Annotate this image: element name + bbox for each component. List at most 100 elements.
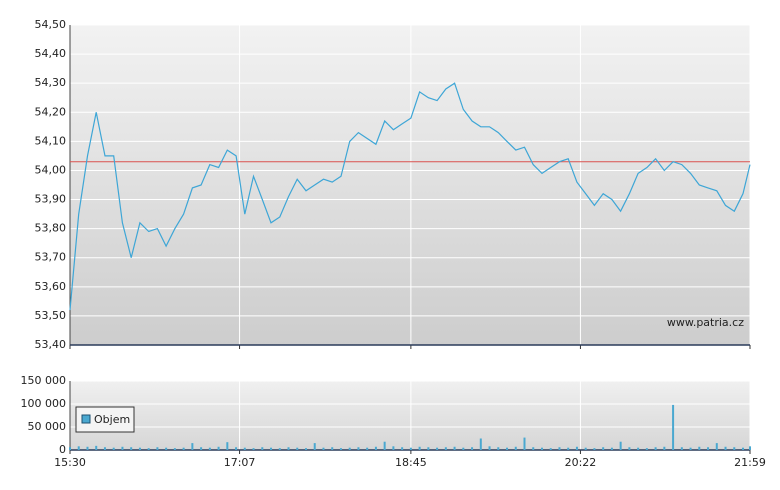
- volume-bar: [121, 446, 124, 450]
- watermark: www.patria.cz: [667, 316, 744, 329]
- volume-bar: [549, 448, 552, 450]
- volume-bar: [261, 447, 264, 450]
- volume-bar: [567, 447, 570, 450]
- legend-label: Objem: [94, 413, 130, 426]
- y-tick-label: 54,50: [35, 18, 67, 31]
- volume-bar: [409, 447, 412, 450]
- price-plot-area: [70, 25, 750, 345]
- volume-bar: [628, 447, 631, 450]
- volume-bar: [348, 447, 351, 450]
- volume-bar: [165, 447, 168, 450]
- volume-bar: [444, 447, 447, 450]
- volume-bar: [270, 447, 273, 450]
- x-tick-label: 18:45: [395, 456, 427, 469]
- volume-bar: [366, 447, 369, 450]
- volume-bar: [331, 447, 334, 450]
- y-tick-label: 54,10: [35, 134, 67, 147]
- volume-bar: [724, 446, 727, 450]
- volume-bar: [138, 447, 141, 450]
- volume-bar: [401, 447, 404, 450]
- volume-bar: [593, 448, 596, 450]
- volume-bar: [462, 447, 465, 450]
- volume-bar: [296, 447, 299, 450]
- y-tick-label: 54,20: [35, 105, 67, 118]
- volume-bar: [147, 448, 150, 450]
- y-tick-label: 53,80: [35, 222, 67, 235]
- volume-bar: [479, 438, 482, 450]
- volume-bar: [488, 446, 491, 450]
- volume-bar: [532, 447, 535, 450]
- y-tick-label: 53,50: [35, 309, 67, 322]
- volume-bar: [191, 443, 194, 450]
- y-tick-label: 150 000: [21, 374, 67, 387]
- volume-bar: [374, 446, 377, 450]
- volume-bar: [86, 446, 89, 450]
- volume-bar: [313, 443, 316, 450]
- x-tick-label: 17:07: [224, 456, 256, 469]
- volume-bar: [243, 447, 246, 450]
- volume-bar: [304, 448, 307, 450]
- y-tick-label: 53,90: [35, 193, 67, 206]
- y-tick-label: 53,70: [35, 251, 67, 264]
- volume-bar: [357, 447, 360, 450]
- volume-bar: [637, 447, 640, 450]
- volume-bar: [252, 448, 255, 450]
- volume-bar: [619, 441, 622, 450]
- x-tick-label: 15:30: [54, 456, 86, 469]
- volume-bar: [707, 447, 710, 450]
- volume-bar: [497, 447, 500, 450]
- volume-plot-area: [70, 381, 750, 450]
- volume-bar: [698, 446, 701, 450]
- y-tick-label: 54,40: [35, 47, 67, 60]
- volume-bar: [540, 447, 543, 450]
- volume-bar: [742, 447, 745, 450]
- volume-bar: [208, 447, 211, 450]
- legend-box: [75, 406, 135, 433]
- volume-bar: [610, 447, 613, 450]
- y-tick-label: 54,30: [35, 76, 67, 89]
- volume-bar: [506, 447, 509, 450]
- volume-bar: [95, 445, 98, 450]
- volume-bar: [156, 447, 159, 450]
- volume-bar: [715, 443, 718, 450]
- volume-bar: [287, 447, 290, 450]
- price-line: [69, 82, 751, 311]
- volume-bar: [584, 447, 587, 450]
- y-tick-label: 50 000: [28, 420, 67, 433]
- volume-bar: [339, 448, 342, 450]
- volume-bar: [278, 448, 281, 450]
- volume-bar: [523, 437, 526, 450]
- y-tick-label: 100 000: [21, 397, 67, 410]
- volume-bar: [173, 448, 176, 450]
- volume-bar: [749, 446, 751, 450]
- volume-bar: [392, 446, 395, 450]
- volume-bar: [558, 447, 561, 450]
- y-tick-label: 54,00: [35, 163, 67, 176]
- volume-bar: [436, 447, 439, 450]
- legend-swatch: [81, 414, 91, 424]
- volume-bar: [200, 447, 203, 450]
- y-tick-label: 53,40: [35, 338, 67, 351]
- volume-bar: [130, 447, 133, 450]
- x-tick-label: 20:22: [565, 456, 597, 469]
- volume-bar: [654, 447, 657, 450]
- volume-bar: [689, 447, 692, 450]
- volume-bar: [575, 446, 578, 450]
- volume-bar: [226, 442, 229, 450]
- volume-bar: [77, 446, 80, 450]
- volume-bar: [383, 441, 386, 450]
- x-tick-label: 21:59: [734, 456, 766, 469]
- volume-bar: [112, 447, 115, 450]
- volume-bar: [602, 447, 605, 450]
- volume-bar: [103, 447, 106, 450]
- volume-bar: [322, 447, 325, 450]
- y-tick-label: 0: [59, 443, 66, 456]
- volume-bar: [182, 447, 185, 450]
- volume-bar: [672, 404, 675, 450]
- volume-bar: [733, 447, 736, 450]
- y-tick-label: 53,60: [35, 280, 67, 293]
- volume-bar: [427, 447, 430, 450]
- volume-bar: [418, 446, 421, 450]
- volume-bar: [680, 447, 683, 450]
